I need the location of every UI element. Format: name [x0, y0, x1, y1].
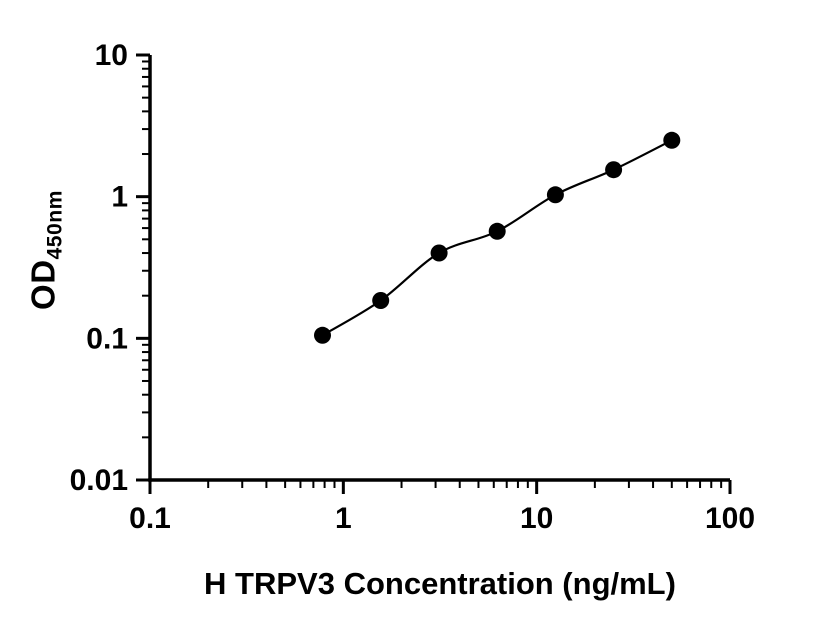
y-tick-label: 1 [111, 181, 128, 214]
data-point [314, 326, 331, 344]
data-point [546, 186, 564, 204]
y-axis-title-main: OD [24, 259, 62, 310]
y-tick-label: 0.1 [86, 322, 128, 355]
data-point [372, 292, 390, 309]
x-tick-label: 1 [335, 502, 352, 535]
x-tick-label: 0.1 [129, 502, 171, 535]
data-point [605, 161, 623, 179]
data-point [663, 131, 681, 149]
x-tick-label: 100 [705, 502, 755, 535]
y-axis-title-subscript: 450nm [43, 190, 67, 260]
x-tick-label: 10 [520, 502, 553, 535]
data-point [488, 222, 506, 240]
y-tick-label: 0.01 [70, 464, 128, 497]
x-axis-title: H TRPV3 Concentration (ng/mL) [204, 566, 676, 601]
data-point [430, 244, 448, 262]
y-tick-label: 10 [95, 39, 128, 72]
y-axis-title: OD450nm [25, 190, 68, 310]
